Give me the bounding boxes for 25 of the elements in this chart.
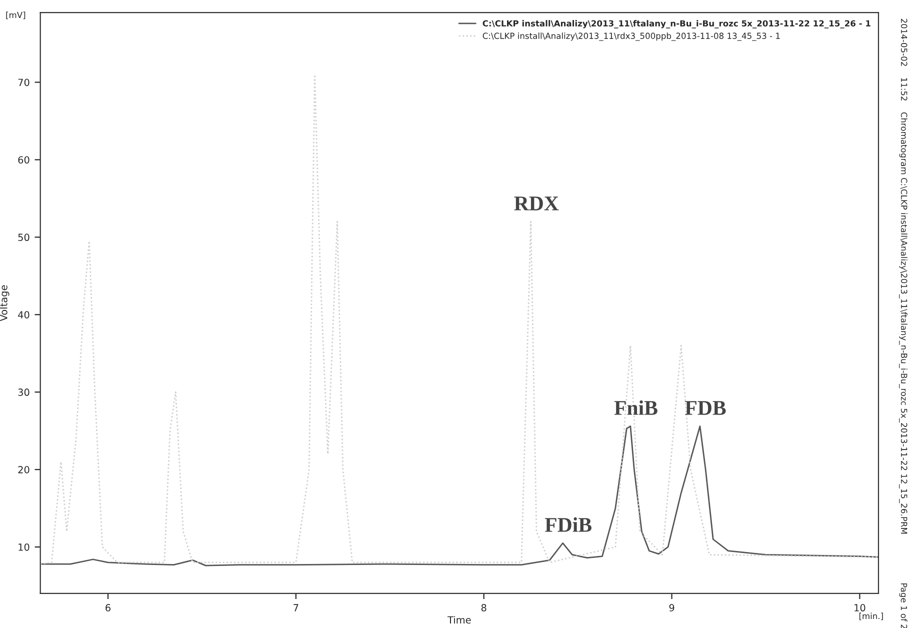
text: [mV] [6,12,26,20]
y-axis-title: Voltage [0,285,10,322]
annotation: FniB [614,400,658,415]
y-tick-label: 30 [18,388,30,396]
x-tick-label: 6 [106,604,110,612]
x-tick-label: 7 [294,604,298,612]
y-tick-label: 20 [18,466,30,474]
annotation: FDB [685,401,726,415]
text: [min.] [859,612,883,620]
text: 2014-05-02 11:52 Chromatogram C:\CLKP install\Analizy\2013_11\ftalany_n-Bu_i-Bu_rozc 5x_2013-11-22 12_15_26.PRM [899,18,908,534]
legend-label: C:\CLKP install\Analizy\2013_11\ftalany_n-Bu_i-Bu_rozc 5x_2013-11-22 12_15_26 - 1 [482,20,870,28]
annotation: RDX [514,196,559,210]
y-tick-label: 10 [18,543,30,551]
legend-label: C:\CLKP install\Analizy\2013_11\rdx3_500ppb_2013-11-08 13_45_53 - 1 [482,32,780,41]
annotation: FDiB [544,517,592,532]
x-tick-label: 9 [669,604,674,612]
line-series [40,425,878,566]
y-tick-label: 40 [18,311,30,318]
x-axis-title: Time [447,616,471,624]
y-tick-label: 70 [18,78,30,86]
x-tick-label: 10 [854,604,866,612]
x-tick-label: 8 [481,604,486,612]
y-tick-label: 50 [18,234,30,242]
y-tick-label: 60 [18,156,30,164]
line-series [40,74,878,565]
